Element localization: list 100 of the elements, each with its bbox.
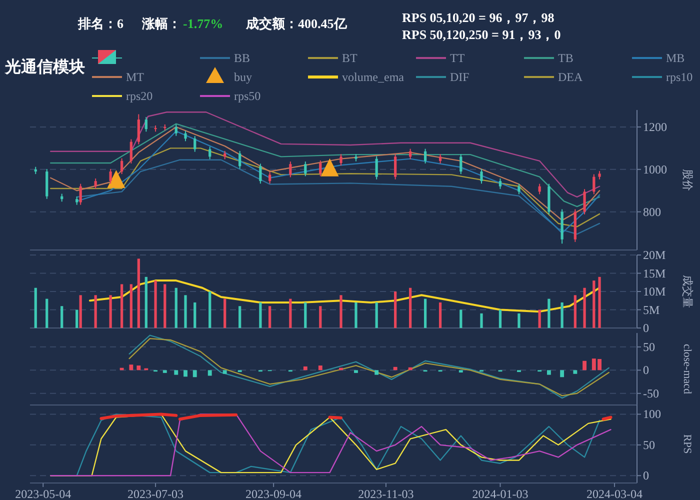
candlestick [268, 172, 272, 184]
candlestick [304, 161, 307, 177]
legend-label: DIF [450, 70, 470, 84]
text: 成交额：400.45亿 [245, 16, 348, 31]
candlestick [174, 124, 178, 136]
bar [289, 298, 292, 328]
candlestick [375, 156, 378, 180]
bar [354, 302, 358, 328]
bar [174, 288, 178, 328]
bar [129, 364, 134, 370]
bar [374, 370, 379, 375]
candlestick [424, 148, 427, 164]
legend-label: buy [234, 70, 252, 84]
bar [574, 295, 576, 328]
line-series [76, 159, 600, 235]
bar [194, 302, 196, 328]
y-tick-label: 10M [643, 284, 666, 298]
x-tick-label: 2024-01-03 [472, 487, 528, 500]
x-tick-label: 2023-07-03 [128, 487, 184, 500]
legend-label: MT [126, 70, 145, 84]
bar [546, 370, 551, 375]
bar [268, 306, 272, 328]
candlestick [238, 150, 242, 170]
y-tick-label: 1000 [643, 162, 667, 176]
candlestick [109, 168, 112, 184]
candlestick [194, 136, 196, 152]
text: RPS 05,10,20 = 96，97，98 [402, 10, 555, 25]
y-axis-title: 成交量 [681, 275, 694, 308]
candlestick [120, 158, 124, 175]
bar [304, 302, 307, 328]
bar [582, 360, 587, 370]
bar [109, 295, 112, 328]
y-tick-label: 0 [643, 468, 649, 483]
bar [130, 284, 132, 328]
legend-label: BB [234, 51, 250, 65]
candlestick [480, 168, 483, 184]
candlestick [319, 160, 322, 177]
bar [46, 298, 48, 328]
candlestick [208, 146, 212, 160]
bar [548, 298, 550, 328]
candlestick [340, 154, 342, 166]
bar [303, 366, 308, 370]
bar [560, 370, 564, 378]
bar [154, 280, 157, 328]
bar [137, 258, 140, 328]
bar [192, 370, 197, 378]
text: -1.77% [183, 16, 224, 31]
line-series [50, 123, 600, 208]
candlestick [498, 178, 502, 190]
bar [136, 366, 141, 370]
candlestick [460, 154, 462, 175]
y-tick-label: 5M [643, 302, 660, 317]
bar [79, 295, 82, 328]
bar [208, 370, 212, 376]
candlestick [137, 114, 140, 145]
y-axis-title: 股价 [681, 169, 694, 191]
x-tick-label: 2023-11-03 [358, 487, 414, 500]
y-tick-label: 50 [643, 438, 655, 452]
bar [498, 310, 502, 328]
candlestick [592, 174, 596, 195]
candlestick [518, 183, 520, 195]
bar [144, 276, 148, 328]
legend-label: TB [558, 51, 574, 65]
x-tick-label: 2023-09-04 [246, 487, 302, 500]
bar [340, 295, 342, 328]
candlestick [394, 154, 397, 180]
y-tick-label: -50 [643, 386, 659, 400]
legend-label: DEA [558, 70, 583, 84]
bar [583, 288, 586, 328]
legend: volume_ema [308, 70, 404, 84]
bar [319, 306, 322, 328]
legend-label: BT [342, 51, 358, 65]
bar [120, 284, 124, 328]
bar [409, 288, 412, 328]
bar [460, 310, 462, 328]
line-series [50, 148, 600, 228]
candlestick [583, 188, 586, 215]
chart-title: 光通信模块 [4, 57, 85, 76]
text: RPS 50,120,250 = 91，93，0 [402, 27, 561, 42]
y-tick-label: 20M [643, 248, 666, 262]
candlestick [259, 163, 262, 184]
legend-label: rps50 [234, 89, 261, 103]
y-tick-label: 15M [643, 266, 666, 280]
text: 排名：6 [77, 16, 124, 31]
bar [318, 366, 322, 370]
y-tick-label: 800 [643, 204, 661, 219]
candlestick [94, 178, 97, 190]
bar [518, 313, 520, 328]
text: 涨幅： [141, 16, 181, 31]
bar [438, 302, 442, 328]
legend-label: volume_ema [342, 70, 405, 84]
bar [538, 310, 541, 328]
legend-label: rps10 [666, 70, 693, 84]
bar [162, 370, 167, 373]
candlestick [289, 161, 292, 178]
bar [184, 370, 188, 377]
bar [598, 276, 601, 328]
y-tick-label: 0 [643, 363, 649, 378]
bar [208, 292, 212, 328]
bar [354, 370, 358, 373]
